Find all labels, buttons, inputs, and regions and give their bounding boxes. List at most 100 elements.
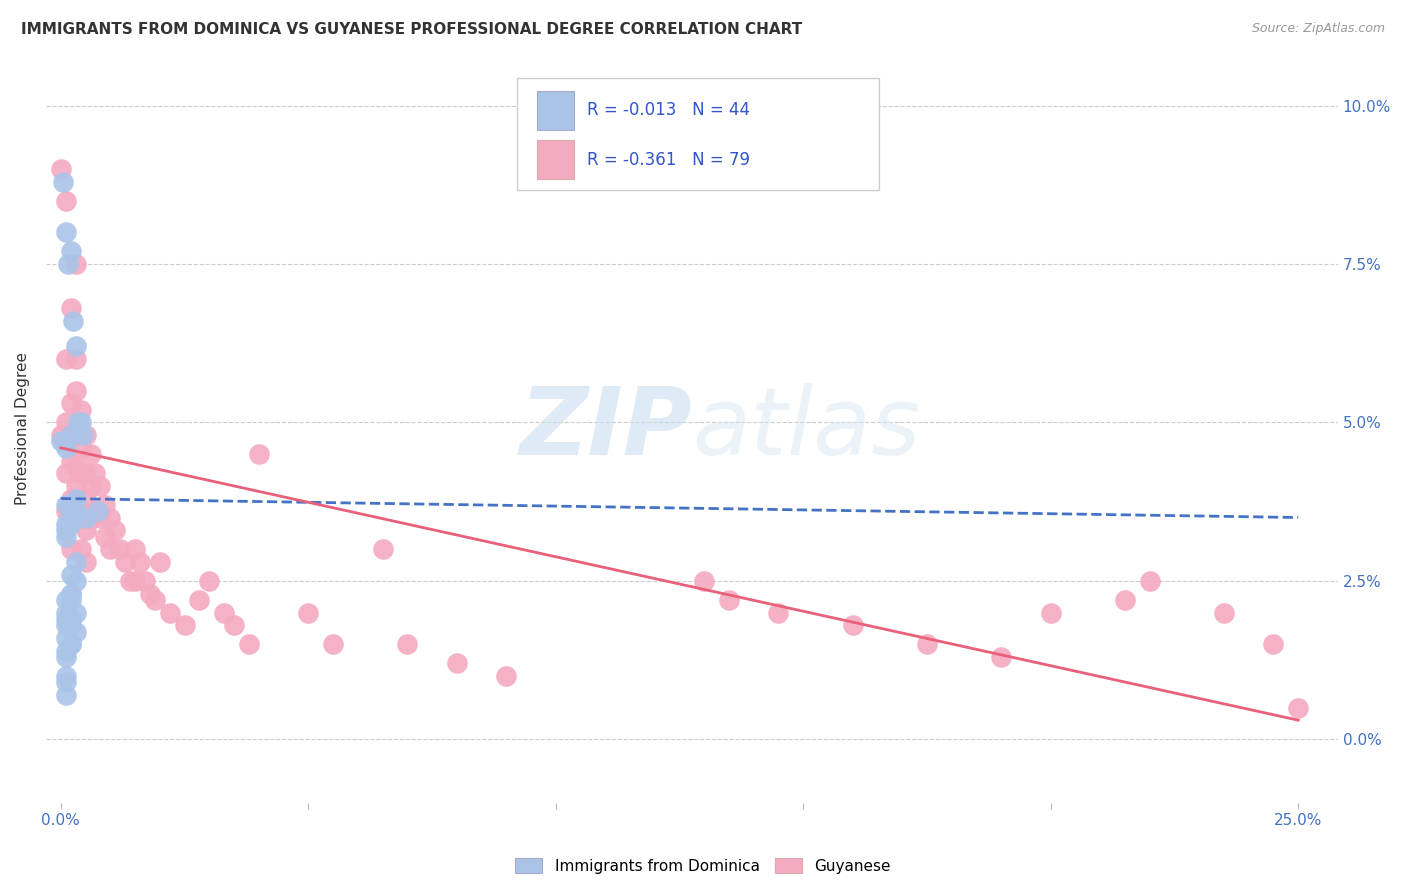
Point: [129, 555, 152, 569]
Point: [55, 434, 77, 449]
Point: [55, 441, 77, 455]
Point: [59, 586, 82, 600]
Point: [495, 669, 517, 683]
Point: [49, 428, 72, 442]
Point: [55, 194, 77, 208]
Point: [89, 479, 111, 493]
Point: [188, 592, 211, 607]
Point: [49, 162, 72, 177]
Point: [59, 301, 82, 316]
Point: [79, 479, 101, 493]
Point: [55, 643, 77, 657]
Point: [87, 504, 110, 518]
Point: [1263, 637, 1285, 651]
Point: [59, 396, 82, 410]
Point: [55, 649, 77, 664]
Point: [55, 504, 77, 518]
Point: [717, 592, 740, 607]
Point: [55, 612, 77, 626]
Point: [69, 466, 91, 480]
Point: [65, 459, 87, 474]
Point: [55, 498, 77, 512]
Point: [59, 586, 82, 600]
Point: [124, 574, 146, 588]
Point: [75, 510, 97, 524]
Text: R = -0.361   N = 79: R = -0.361 N = 79: [588, 151, 751, 169]
Point: [55, 669, 77, 683]
Point: [59, 244, 82, 259]
Point: [65, 479, 87, 493]
Point: [72, 428, 94, 442]
Point: [79, 510, 101, 524]
Point: [55, 352, 77, 367]
Point: [98, 542, 121, 557]
Point: [65, 606, 87, 620]
Point: [65, 428, 87, 442]
Point: [65, 624, 87, 639]
Point: [62, 314, 84, 328]
Point: [69, 416, 91, 430]
Point: [396, 637, 419, 651]
Point: [69, 402, 91, 417]
Point: [59, 491, 82, 506]
Point: [65, 574, 87, 588]
Point: [84, 504, 107, 518]
Point: [104, 523, 127, 537]
Point: [841, 618, 863, 632]
Point: [49, 434, 72, 449]
Text: R = -0.013   N = 44: R = -0.013 N = 44: [588, 102, 751, 120]
Point: [65, 339, 87, 353]
Point: [55, 675, 77, 690]
Point: [65, 257, 87, 271]
Point: [212, 606, 235, 620]
Point: [59, 498, 82, 512]
Point: [65, 491, 87, 506]
Point: [59, 592, 82, 607]
Point: [55, 466, 77, 480]
Point: [297, 606, 319, 620]
Point: [89, 510, 111, 524]
Point: [1114, 592, 1136, 607]
Point: [65, 352, 87, 367]
Point: [55, 618, 77, 632]
Point: [65, 504, 87, 518]
Point: [55, 523, 77, 537]
Point: [915, 637, 938, 651]
FancyBboxPatch shape: [537, 91, 574, 130]
Text: Source: ZipAtlas.com: Source: ZipAtlas.com: [1251, 22, 1385, 36]
Point: [67, 416, 90, 430]
Point: [98, 510, 121, 524]
Point: [75, 428, 97, 442]
Text: ZIP: ZIP: [519, 383, 692, 475]
Point: [1039, 606, 1062, 620]
Point: [198, 574, 221, 588]
Point: [693, 574, 716, 588]
Legend: Immigrants from Dominica, Guyanese: Immigrants from Dominica, Guyanese: [509, 852, 897, 880]
Point: [446, 656, 468, 670]
Text: IMMIGRANTS FROM DOMINICA VS GUYANESE PROFESSIONAL DEGREE CORRELATION CHART: IMMIGRANTS FROM DOMINICA VS GUYANESE PRO…: [21, 22, 803, 37]
Point: [65, 510, 87, 524]
Point: [59, 612, 82, 626]
Point: [55, 529, 77, 543]
Point: [55, 592, 77, 607]
Point: [55, 416, 77, 430]
Point: [94, 498, 117, 512]
Point: [55, 226, 77, 240]
Point: [247, 447, 270, 461]
Point: [371, 542, 394, 557]
Point: [59, 637, 82, 651]
Point: [55, 516, 77, 531]
Point: [1213, 606, 1236, 620]
Point: [58, 257, 80, 271]
FancyBboxPatch shape: [517, 78, 879, 190]
Point: [59, 542, 82, 557]
Point: [65, 384, 87, 398]
Point: [238, 637, 260, 651]
Point: [52, 175, 75, 189]
Point: [55, 606, 77, 620]
Point: [75, 555, 97, 569]
Point: [124, 542, 146, 557]
Point: [84, 466, 107, 480]
Point: [59, 428, 82, 442]
Point: [120, 574, 142, 588]
